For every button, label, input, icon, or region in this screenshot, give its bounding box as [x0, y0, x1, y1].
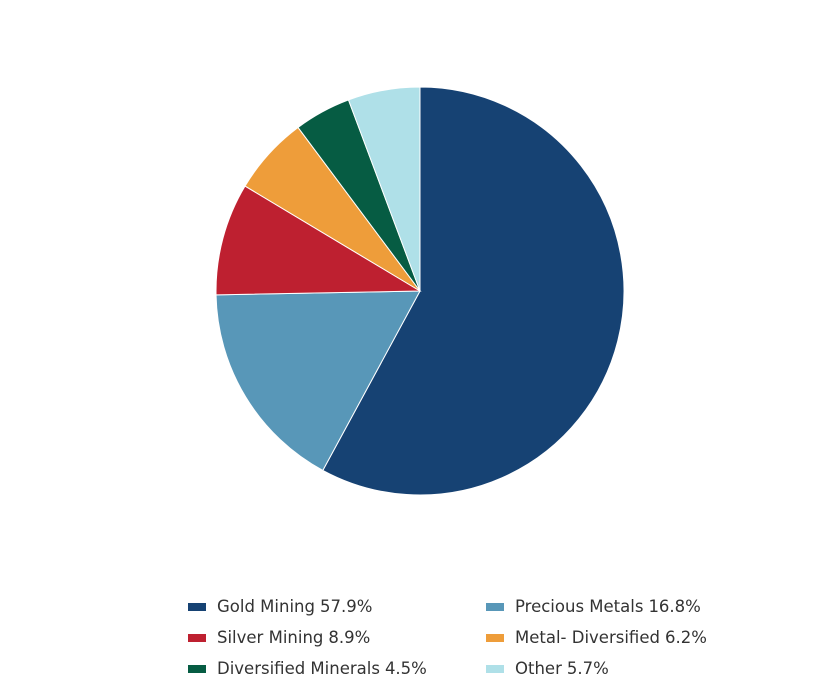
legend-label: Silver Mining 8.9% [217, 628, 370, 647]
pie-slice [215, 185, 422, 296]
legend-name: Metal- Diversified [515, 628, 660, 647]
legend-name: Other [515, 659, 562, 678]
legend-value: 16.8% [648, 597, 700, 616]
legend-value: 4.5% [385, 659, 427, 678]
pie-slice [347, 86, 421, 292]
legend-swatch [188, 603, 206, 611]
legend-name: Silver Mining [217, 628, 323, 647]
legend-value: 57.9% [320, 597, 372, 616]
legend-name: Precious Metals [515, 597, 643, 616]
legend-name: Diversified Minerals [217, 659, 380, 678]
legend-name: Gold Mining [217, 597, 315, 616]
legend-swatch [188, 634, 206, 642]
legend-value: 8.9% [328, 628, 370, 647]
legend-label: Diversified Minerals 4.5% [217, 659, 427, 678]
legend-value: 5.7% [567, 659, 609, 678]
pie-slice [322, 86, 625, 496]
legend-label: Gold Mining 57.9% [217, 597, 372, 616]
legend-swatch [486, 634, 504, 642]
pie-slice [215, 290, 421, 472]
legend-swatch [486, 603, 504, 611]
legend-value: 6.2% [665, 628, 707, 647]
legend-label: Precious Metals 16.8% [515, 597, 701, 616]
legend-label: Other 5.7% [515, 659, 609, 678]
legend-swatch [486, 665, 504, 673]
legend-swatch [188, 665, 206, 673]
legend-label: Metal- Diversified 6.2% [515, 628, 707, 647]
